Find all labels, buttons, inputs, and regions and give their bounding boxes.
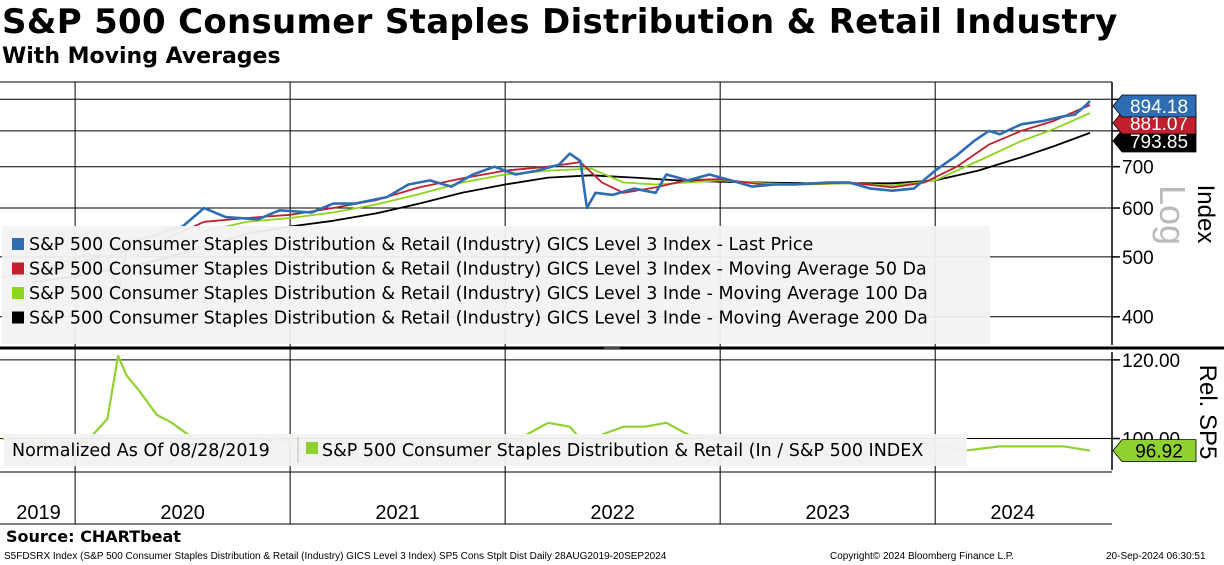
- chart-title: S&P 500 Consumer Staples Distribution & …: [2, 2, 1118, 42]
- upper-tick-label-500: 500: [1122, 248, 1154, 269]
- legend-swatch-rel: [306, 442, 318, 454]
- legend-swatch-ma200: [12, 311, 24, 324]
- legend-label-price: S&P 500 Consumer Staples Distribution & …: [29, 235, 813, 255]
- legend-swatch-ma100: [12, 287, 24, 299]
- lower-axis-title: Rel. SP5: [1194, 365, 1221, 460]
- value-tag-price-text: 894.18: [1130, 97, 1188, 118]
- value-tag-rel-shape: [1112, 439, 1197, 463]
- value-tag-price-shape: [1112, 94, 1197, 118]
- footer-timestamp: 20-Sep-2024 06:30:51: [1106, 551, 1206, 562]
- lower-tick-label-120: 120.00: [1122, 351, 1180, 372]
- value-tag-ma200-text: 793.85: [1130, 132, 1188, 153]
- lower-legend-box: [4, 434, 967, 466]
- legend-label-rel: S&P 500 Consumer Staples Distribution & …: [322, 441, 923, 461]
- value-tag-rel-text: 96.92: [1135, 442, 1183, 463]
- legend-label-ma200: S&P 500 Consumer Staples Distribution & …: [29, 309, 928, 329]
- year-label-2020: 2020: [160, 502, 205, 524]
- legend-swatch-ma50: [12, 262, 24, 275]
- upper-tick-label-700: 700: [1122, 158, 1154, 179]
- series-line-price: [1, 100, 1091, 293]
- legend-label-ma100: S&P 500 Consumer Staples Distribution & …: [29, 284, 928, 304]
- year-label-2023: 2023: [805, 502, 850, 524]
- year-label-2021: 2021: [375, 502, 420, 524]
- legend-label-ma50: S&P 500 Consumer Staples Distribution & …: [29, 260, 927, 280]
- series-line-ma50: [31, 104, 1091, 277]
- chart-subtitle: With Moving Averages: [2, 44, 281, 69]
- upper-tick-label-600: 600: [1122, 199, 1154, 220]
- year-label-2022: 2022: [590, 502, 635, 524]
- value-tag-price: 894.18: [1112, 94, 1197, 118]
- value-tag-rel: 96.92: [1112, 439, 1197, 463]
- upper-tick-label-400: 400: [1122, 308, 1154, 329]
- value-tag-ma200: 793.85: [1112, 129, 1197, 153]
- value-tag-ma50: 881.07: [1112, 111, 1197, 135]
- upper-axis-title: Index: [1192, 185, 1219, 244]
- legend-swatch-price: [12, 238, 24, 250]
- footer-copyright: Copyright© 2024 Bloomberg Finance L.P.: [830, 551, 1014, 562]
- year-label-2019: 2019: [16, 502, 61, 524]
- year-label-2024: 2024: [990, 502, 1035, 524]
- normalized-label: Normalized As Of 08/28/2019: [12, 441, 270, 461]
- source-label: Source: CHARTbeat: [6, 527, 181, 546]
- value-tag-ma50-text: 881.07: [1130, 114, 1188, 135]
- upper-legend-box: [2, 226, 990, 344]
- footer-description: S5FDSRX Index (S&P 500 Consumer Staples …: [4, 551, 667, 562]
- log-scale-watermark: Log: [1152, 185, 1193, 245]
